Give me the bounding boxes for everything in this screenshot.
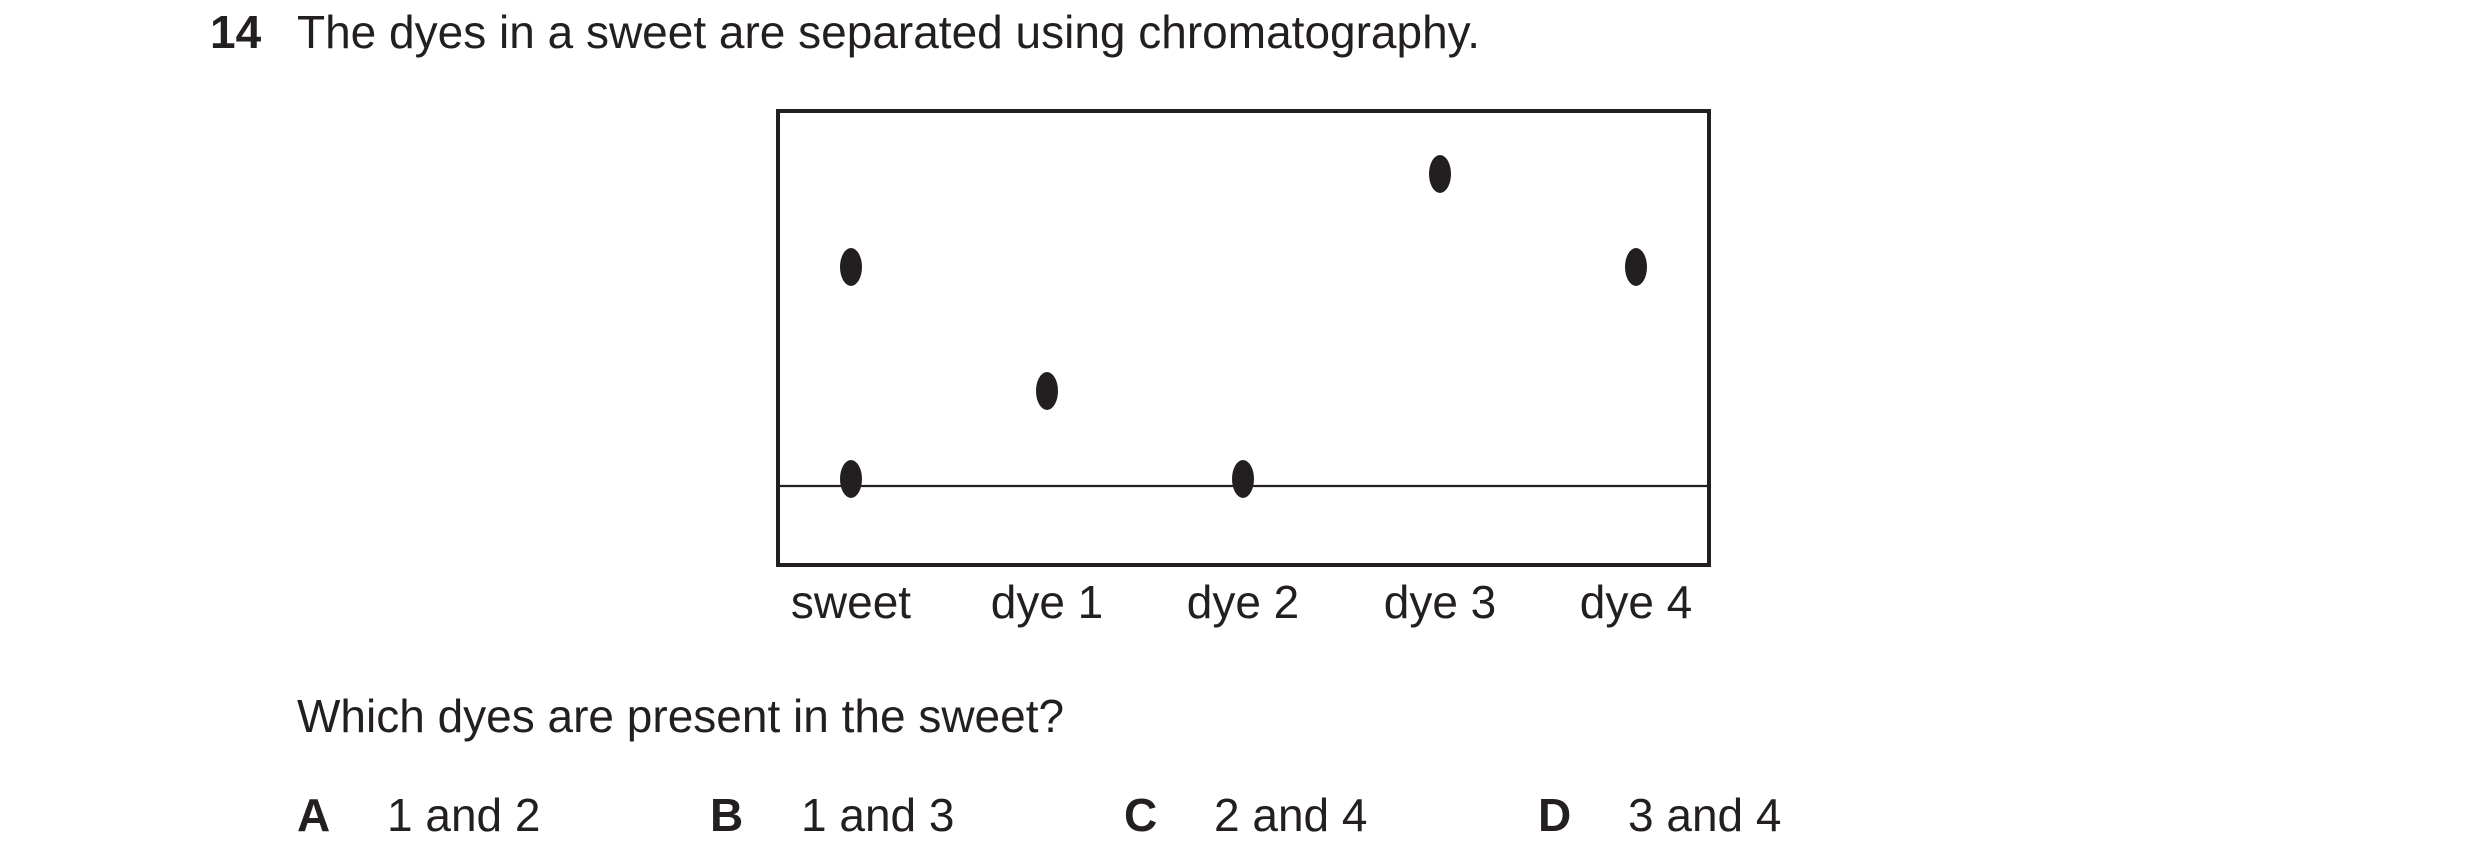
lane-label-dye-1: dye 1 <box>991 576 1104 628</box>
question-number: 14 <box>210 6 262 58</box>
lane-label-dye-2: dye 2 <box>1187 576 1300 628</box>
option-d-letter: D <box>1538 789 1572 841</box>
spot-sweet-lower <box>840 460 862 498</box>
lane-label-sweet: sweet <box>791 576 911 628</box>
question-text: The dyes in a sweet are separated using … <box>297 6 1481 58</box>
lane-label-dye-3: dye 3 <box>1384 576 1497 628</box>
option-a-letter: A <box>297 789 331 841</box>
option-c-letter: C <box>1124 789 1158 841</box>
spot-dye-1 <box>1036 372 1058 410</box>
option-d-text: 3 and 4 <box>1628 789 1782 841</box>
option-c-text: 2 and 4 <box>1214 789 1368 841</box>
lane-label-dye-4: dye 4 <box>1580 576 1693 628</box>
question-prompt: Which dyes are present in the sweet? <box>297 690 1065 742</box>
spot-dye-3 <box>1429 155 1451 193</box>
option-a-text: 1 and 2 <box>387 789 541 841</box>
spot-dye-4 <box>1625 248 1647 286</box>
spot-dye-2 <box>1232 460 1254 498</box>
chromatography-paper <box>776 109 1711 567</box>
option-b-letter: B <box>710 789 744 841</box>
spot-sweet-upper <box>840 248 862 286</box>
option-b-text: 1 and 3 <box>801 789 955 841</box>
